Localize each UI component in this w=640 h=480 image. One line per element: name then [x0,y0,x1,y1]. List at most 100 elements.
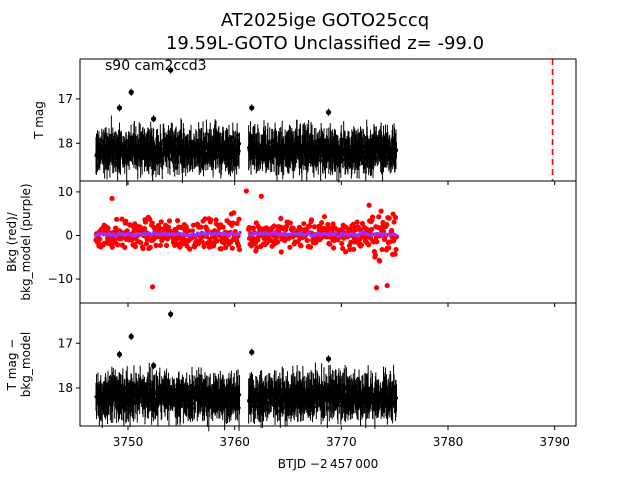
bkg-point [274,239,281,245]
bkg-point [213,217,219,223]
bkg-point [131,228,137,234]
outlier-point [325,109,332,115]
data-point [394,148,399,153]
bkg-point [123,218,129,224]
bkg-point [343,249,349,255]
bkg-point [166,218,173,224]
bkg-point [278,215,284,222]
y-axis-label: T mag − [5,339,19,392]
bkg-point [366,242,372,248]
bkg-point [283,223,290,229]
bkg-point [384,222,390,228]
outlier-point [325,356,332,362]
bkg-point [311,224,317,230]
outlier-point [149,284,156,290]
bkg-point [354,219,360,225]
bkg-point [392,214,399,221]
data-point [276,409,280,413]
chart-title-line-1: AT2025ige GOTO25ccq [221,10,429,31]
bkg-point [368,226,375,233]
bkg-point [185,228,191,234]
bkg-point [187,246,193,252]
bkg-point [393,246,399,253]
data-points-2 [94,310,399,432]
y-tick-label: 18 [58,381,73,395]
outlier-point [373,285,380,291]
outlier-point [128,89,134,95]
y-tick-label: −10 [48,272,73,286]
bkg-point [358,242,365,248]
bkg-point [231,210,237,216]
x-tick-label: 3760 [219,435,250,449]
data-point [237,393,242,397]
outlier-point [151,116,157,122]
bkg-point [147,244,153,251]
bkg-model-point [299,230,304,235]
bkg-point [229,245,235,251]
data-point [168,157,172,161]
bkg-point [202,216,208,222]
bkg-point [327,241,333,247]
bkg-point [158,219,164,225]
bkg-point [157,225,163,231]
bkg-point [339,240,345,247]
bkg-point [230,220,236,226]
bkg-point [379,246,385,253]
y-axis-label: bkg_model (purple) [19,183,33,300]
data-point [129,135,133,139]
outlier-point [151,363,157,369]
bkg-point [183,224,189,230]
bkg-point [372,252,378,258]
bkg-point [377,258,383,264]
y-axis-label: T mag [32,101,46,140]
y-tick-label: 18 [58,136,73,150]
outlier-point [168,67,174,73]
bkg-point [307,223,313,229]
bkg-model-point [338,234,342,238]
outlier-point [116,105,123,111]
bkg-point [392,251,398,257]
bkg-point [119,216,125,222]
bkg-model-point [393,233,398,237]
outlier-point [384,282,390,289]
data-point [237,142,242,146]
bkg-point [105,225,111,231]
bkg-point [143,241,149,247]
bkg-model-point [282,231,286,235]
bkg-point [325,221,331,228]
data-point [325,406,329,410]
bkg-point [304,237,310,244]
bkg-point [376,214,382,220]
bkg-point [236,216,242,222]
y-tick-label: 17 [58,92,73,106]
bkg-point [374,238,380,245]
outlier-point [243,188,249,194]
y-tick-label: 17 [58,336,73,350]
bkg-point [160,235,166,242]
bkg-point [198,224,204,230]
panel-tmag: 17 18 T mag [32,58,577,186]
bkg-point [378,208,384,214]
bkg-point [271,223,277,229]
bkg-model-point [307,230,311,235]
bkg-point [114,216,120,222]
y-axis-label: Bkg (red)/ [5,211,19,272]
bkg-point [223,245,229,251]
panel-frame [79,302,577,427]
data-points-0 [94,66,399,186]
bkg-point [290,225,296,231]
data-point [341,158,345,162]
bkg-point [147,216,153,222]
bkg-point [109,244,115,250]
bkg-point [115,242,121,248]
bkg-point [175,218,181,224]
bkg-point [157,242,163,249]
x-tick-label: 3750 [113,435,144,449]
bkg-point [287,220,293,226]
x-tick-label: 3790 [539,435,570,449]
bkg-point [366,202,372,208]
bkg-point [331,245,337,251]
data-point [394,396,399,400]
outlier-point [109,195,115,202]
bkg-point [351,246,357,252]
